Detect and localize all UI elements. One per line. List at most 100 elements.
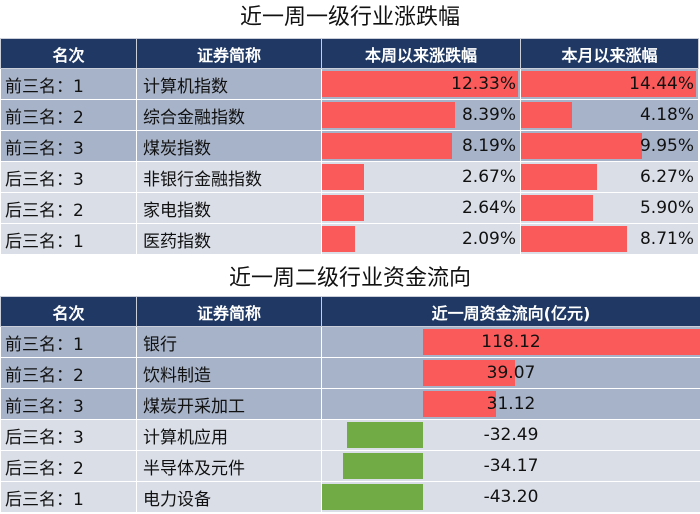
- header-row: 名次 证券简称 近一周资金流向(亿元): [0, 296, 700, 327]
- rank-cell: 前三名：2: [0, 99, 137, 131]
- week-change-cell: 8.39%: [321, 99, 521, 131]
- security-name: 医药指数: [136, 223, 322, 255]
- table-row: 后三名：1 医药指数 2.09% 8.71%: [0, 223, 699, 255]
- month-change-value: 9.95%: [639, 136, 694, 156]
- table-row: 后三名：3 计算机应用 -32.49: [0, 419, 700, 451]
- fund-flow-cell: -43.20: [321, 481, 700, 513]
- security-name: 银行: [136, 326, 322, 358]
- fund-flow-value: -34.17: [483, 456, 539, 476]
- fund-flow-cell: 39.07: [321, 357, 700, 389]
- week-change-bar: [322, 71, 519, 97]
- month-change-cell: 9.95%: [520, 130, 699, 162]
- month-change-value: 8.71%: [639, 229, 694, 249]
- rank-cell: 前三名：2: [0, 357, 137, 389]
- week-change-cell: 2.09%: [321, 223, 521, 255]
- table-row: 后三名：2 半导体及元件 -34.17: [0, 450, 700, 482]
- security-name: 计算机应用: [136, 419, 322, 451]
- table-row: 前三名：3 煤炭指数 8.19% 9.95%: [0, 130, 699, 162]
- week-change-cell: 12.33%: [321, 68, 521, 100]
- month-change-bar: [521, 71, 697, 97]
- month-change-bar: [521, 195, 593, 221]
- security-name: 非银行金融指数: [136, 161, 322, 193]
- rank-cell: 后三名：2: [0, 192, 137, 224]
- month-change-value: 5.90%: [639, 198, 694, 218]
- month-change-bar: [521, 226, 627, 252]
- header-name: 证券简称: [136, 38, 322, 69]
- rank-cell: 后三名：3: [0, 419, 137, 451]
- rank-cell: 前三名：1: [0, 68, 137, 100]
- fund-flow-cell: 118.12: [321, 326, 700, 358]
- fund-flow-bar: [423, 360, 515, 386]
- fund-flow-value: 31.12: [486, 394, 536, 414]
- week-change-bar: [322, 226, 356, 252]
- month-change-bar: [521, 102, 572, 128]
- rank-cell: 前三名：3: [0, 388, 137, 420]
- fund-flow-cell: -32.49: [321, 419, 700, 451]
- security-name: 饮料制造: [136, 357, 322, 389]
- header-fund-flow: 近一周资金流向(亿元): [321, 296, 700, 327]
- header-name: 证券简称: [136, 296, 322, 327]
- fund-flow-cell: -34.17: [321, 450, 700, 482]
- week-change-value: 2.67%: [461, 167, 516, 187]
- security-name: 煤炭指数: [136, 130, 322, 162]
- rank-cell: 后三名：2: [0, 450, 137, 482]
- header-week-change: 本周以来涨跌幅: [321, 38, 521, 69]
- rank-cell: 后三名：1: [0, 481, 137, 513]
- security-name: 家电指数: [136, 192, 322, 224]
- fund-flow-bar: [322, 484, 423, 510]
- week-change-cell: 8.19%: [321, 130, 521, 162]
- security-name: 半导体及元件: [136, 450, 322, 482]
- fund-flow-title: 近一周二级行业资金流向: [228, 266, 471, 291]
- header-rank: 名次: [0, 38, 137, 69]
- table-row: 后三名：1 电力设备 -43.20: [0, 481, 700, 513]
- fund-flow-value: 39.07: [486, 363, 536, 383]
- month-change-bar: [521, 164, 598, 190]
- month-change-cell: 8.71%: [520, 223, 699, 255]
- month-change-value: 4.18%: [639, 105, 694, 125]
- week-change-bar: [322, 133, 453, 159]
- week-change-cell: 2.67%: [321, 161, 521, 193]
- week-change-value: 12.33%: [451, 74, 516, 94]
- security-name: 综合金融指数: [136, 99, 322, 131]
- security-name: 电力设备: [136, 481, 322, 513]
- table-row: 前三名：2 综合金融指数 8.39% 4.18%: [0, 99, 699, 131]
- table-row: 后三名：2 家电指数 2.64% 5.90%: [0, 192, 699, 224]
- month-change-cell: 14.44%: [520, 68, 699, 100]
- fund-flow-bar: [343, 453, 423, 479]
- industry-change-table: 名次 证券简称 本周以来涨跌幅 本月以来涨幅 前三名：1 计算机指数 12.33% 1…: [0, 38, 699, 255]
- industry-change-title: 近一周一级行业涨跌幅: [239, 5, 460, 30]
- week-change-bar: [322, 195, 364, 221]
- table-row: 后三名：3 非银行金融指数 2.67% 6.27%: [0, 161, 699, 193]
- month-change-cell: 6.27%: [520, 161, 699, 193]
- table-row: 前三名：3 煤炭开采加工 31.12: [0, 388, 700, 420]
- month-change-bar: [521, 133, 642, 159]
- fund-flow-table: 名次 证券简称 近一周资金流向(亿元) 前三名：1 银行 118.12 前三名：2 饮料…: [0, 296, 700, 513]
- fund-flow-value: -32.49: [483, 425, 539, 445]
- fund-flow-value: 118.12: [481, 332, 541, 352]
- rank-cell: 后三名：3: [0, 161, 137, 193]
- rank-cell: 后三名：1: [0, 223, 137, 255]
- week-change-value: 8.39%: [461, 105, 516, 125]
- week-change-bar: [322, 102, 456, 128]
- rank-cell: 前三名：3: [0, 130, 137, 162]
- month-change-cell: 5.90%: [520, 192, 699, 224]
- security-name: 煤炭开采加工: [136, 388, 322, 420]
- header-rank: 名次: [0, 296, 137, 327]
- header-row: 名次 证券简称 本周以来涨跌幅 本月以来涨幅: [0, 38, 699, 69]
- fund-flow-bar: [423, 329, 700, 355]
- week-change-value: 2.09%: [461, 229, 516, 249]
- fund-flow-bar: [423, 391, 497, 417]
- week-change-cell: 2.64%: [321, 192, 521, 224]
- week-change-value: 2.64%: [461, 198, 516, 218]
- table-row: 前三名：1 银行 118.12: [0, 326, 700, 358]
- security-name: 计算机指数: [136, 68, 322, 100]
- month-change-cell: 4.18%: [520, 99, 699, 131]
- week-change-value: 8.19%: [461, 136, 516, 156]
- week-change-bar: [322, 164, 365, 190]
- fund-flow-cell: 31.12: [321, 388, 700, 420]
- fund-flow-value: -43.20: [483, 487, 539, 507]
- month-change-value: 14.44%: [629, 74, 694, 94]
- month-change-value: 6.27%: [639, 167, 694, 187]
- header-month-change: 本月以来涨幅: [520, 38, 699, 69]
